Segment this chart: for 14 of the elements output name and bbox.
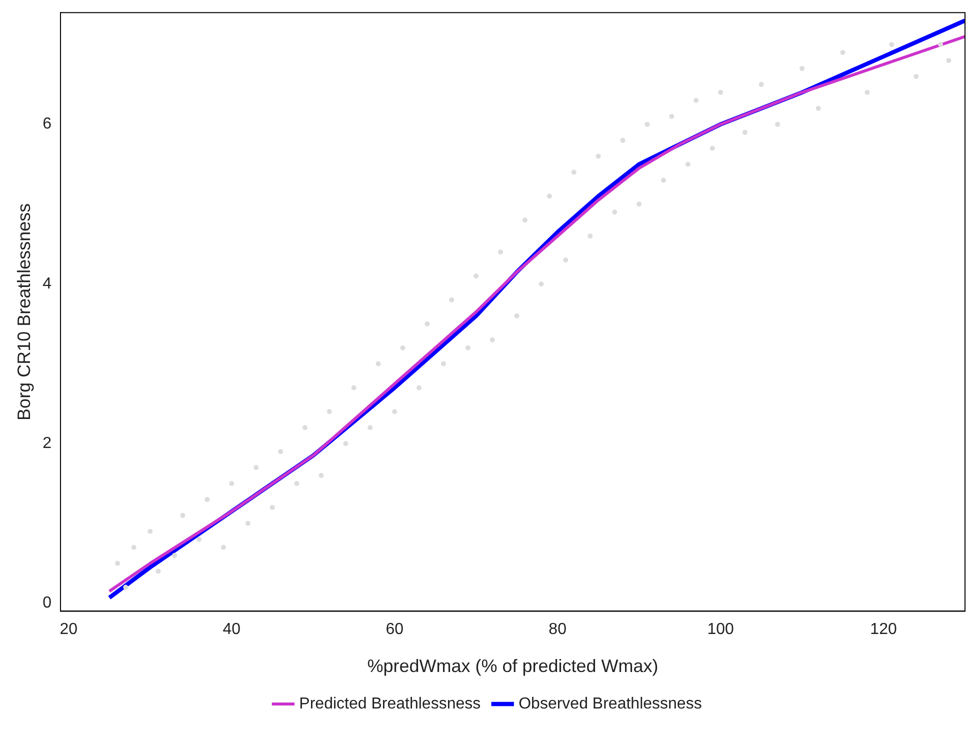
x-axis-title: %predWmax (% of predicted Wmax) [367,656,658,676]
legend-label: Observed Breathlessness [518,695,702,712]
x-tick-label: 120 [870,621,897,638]
y-tick-label: 0 [42,594,52,612]
y-tick-label: 4 [42,275,52,292]
x-tick-label: 80 [548,621,567,638]
y-tick-label: 6 [42,116,52,133]
x-tick-label: 100 [707,621,734,638]
legend-label: Predicted Breathlessness [299,695,481,712]
y-axis-title: Borg CR10 Breathlessness [14,203,34,420]
x-tick-label: 20 [60,621,78,638]
y-tick-label: 2 [42,435,52,452]
x-tick-label: 40 [222,621,241,638]
x-tick-label: 60 [386,621,404,638]
